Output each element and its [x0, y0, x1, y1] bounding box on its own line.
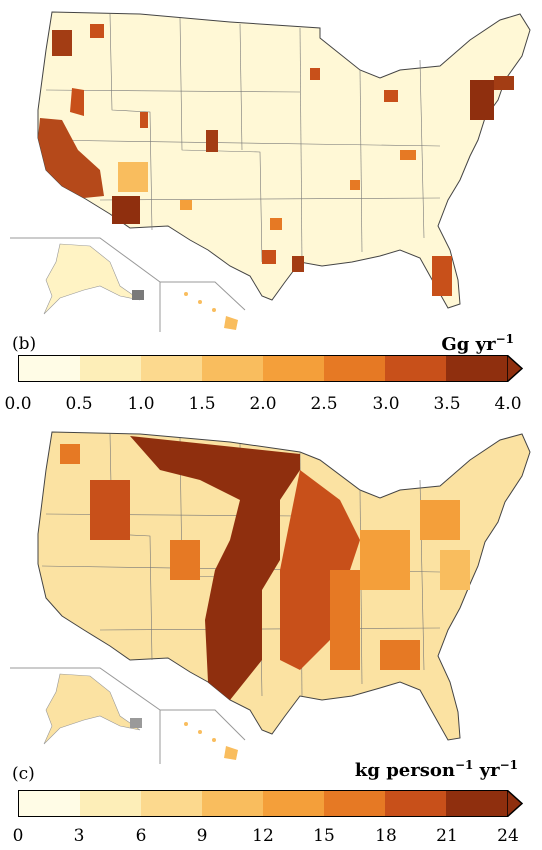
units-label-b: Gg yr−1	[441, 332, 514, 355]
colorbar-c-tick: 9	[196, 826, 208, 846]
colorbar-c-bin	[446, 791, 507, 816]
alaska-inset-frame	[10, 667, 161, 764]
colorbar-b-bin	[202, 356, 263, 381]
colorbar-c-bar	[18, 790, 508, 817]
alaska-inset-frame	[10, 237, 161, 332]
colorbar-c-tick: 12	[252, 826, 274, 846]
panel-label-c: (c)	[12, 764, 35, 784]
conus-outline	[37, 11, 531, 309]
colorbar-c-bin	[263, 791, 324, 816]
alaska-shape	[43, 243, 141, 315]
colorbar-b-bin	[141, 356, 202, 381]
hawaii-shape	[184, 722, 238, 760]
map-per-capita	[10, 431, 531, 764]
colorbar-c-bin	[19, 791, 80, 816]
colorbar-c: 0 3 6 9 12 15 18 21 24	[0, 790, 542, 850]
hawaii-shape	[184, 292, 238, 330]
colorbar-b-tick: 3.0	[372, 394, 400, 414]
colorbar-b-tick: 0.0	[4, 394, 32, 414]
colorbar-b-bin	[385, 356, 446, 381]
emission-hotspots	[60, 436, 470, 700]
colorbar-b-bin	[324, 356, 385, 381]
colorbar-c-tick: 15	[313, 826, 335, 846]
colorbar-b-bin	[80, 356, 141, 381]
hawaii-inset-frame	[160, 281, 246, 311]
colorbar-c-bin	[202, 791, 263, 816]
colorbar-b-bin	[446, 356, 507, 381]
colorbar-c-tick: 18	[375, 826, 397, 846]
panel-c-map: (c) kg person−1 yr−1	[0, 420, 542, 784]
colorbar-c-tick: 6	[135, 826, 147, 846]
colorbar-b-tick: 1.5	[188, 394, 216, 414]
colorbar-c-tick: 0	[12, 826, 24, 846]
colorbar-b-tick: 2.0	[249, 394, 277, 414]
colorbar-b-tick: 3.5	[433, 394, 461, 414]
colorbar-b-bin	[19, 356, 80, 381]
colorbar-b-tick: 0.5	[65, 394, 93, 414]
colorbar-c-bin	[80, 791, 141, 816]
colorbar-c-extend-arrow	[507, 790, 523, 817]
colorbar-b-tick: 1.0	[127, 394, 155, 414]
colorbar-c-tick: 21	[436, 826, 458, 846]
colorbar-b: 0.0 0.5 1.0 1.5 2.0 2.5 3.0 3.5 4.0	[0, 355, 542, 415]
panel-label-b: (b)	[12, 334, 37, 354]
colorbar-c-bin	[141, 791, 202, 816]
units-label-c: kg person−1 yr−1	[354, 758, 518, 781]
alaska-shape	[43, 673, 141, 745]
map-county-totals	[10, 11, 531, 332]
state-borders	[41, 13, 441, 263]
panel-b-map: (b) Gg yr−1	[0, 0, 542, 355]
colorbar-c-bin	[324, 791, 385, 816]
colorbar-b-tick: 4.0	[494, 394, 522, 414]
colorbar-b-bar	[18, 355, 508, 382]
hawaii-inset-frame	[160, 709, 246, 741]
colorbar-b-bin	[263, 356, 324, 381]
colorbar-b-extend-arrow	[507, 355, 523, 382]
colorbar-c-tick: 24	[497, 826, 519, 846]
emission-hotspots	[38, 24, 514, 296]
alaska-hotspot	[132, 290, 144, 300]
colorbar-c-bin	[385, 791, 446, 816]
colorbar-b-tick: 2.5	[310, 394, 338, 414]
colorbar-c-tick: 3	[73, 826, 85, 846]
alaska-hotspot	[130, 718, 142, 728]
